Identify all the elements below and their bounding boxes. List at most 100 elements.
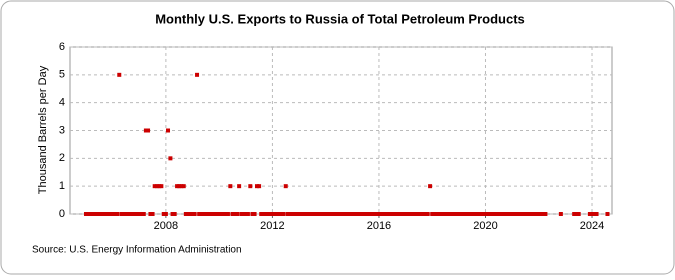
point	[436, 212, 441, 216]
point	[463, 212, 468, 216]
point	[101, 212, 106, 216]
point	[481, 212, 486, 216]
point	[215, 212, 220, 216]
point	[521, 212, 526, 216]
point	[83, 212, 88, 216]
point	[250, 212, 255, 216]
point	[434, 212, 439, 216]
point	[525, 212, 530, 216]
point	[574, 212, 579, 216]
point	[450, 212, 455, 216]
point	[155, 184, 160, 189]
y-tick-label: 4	[59, 97, 65, 109]
point	[197, 212, 202, 216]
point	[314, 212, 319, 216]
point	[159, 184, 164, 189]
point	[177, 184, 182, 189]
point	[168, 156, 173, 161]
point	[305, 212, 310, 216]
point	[532, 212, 537, 216]
point	[605, 212, 610, 216]
point	[592, 212, 597, 216]
point	[243, 212, 248, 216]
point	[401, 212, 406, 216]
point	[199, 212, 204, 216]
point	[514, 212, 519, 216]
point	[228, 184, 233, 189]
point	[90, 212, 95, 216]
point	[492, 212, 497, 216]
point	[470, 212, 475, 216]
point	[543, 212, 548, 216]
point	[494, 212, 499, 216]
point	[241, 212, 246, 216]
point	[538, 212, 543, 216]
point	[172, 212, 177, 216]
point	[365, 212, 370, 216]
point	[374, 212, 379, 216]
point	[503, 212, 508, 216]
point	[372, 212, 377, 216]
point	[472, 212, 477, 216]
point	[219, 212, 224, 216]
point	[270, 212, 275, 216]
point	[458, 212, 463, 216]
point	[88, 212, 93, 216]
point	[232, 212, 237, 216]
point	[117, 72, 122, 77]
point	[161, 212, 166, 216]
point	[148, 212, 153, 216]
point	[157, 184, 162, 189]
point	[175, 184, 180, 189]
point	[345, 212, 350, 216]
point	[195, 72, 200, 77]
point	[390, 212, 395, 216]
source: Source: U.S. Energy Information Administ…	[32, 245, 242, 256]
point	[112, 212, 117, 216]
point	[558, 212, 563, 216]
point	[150, 212, 155, 216]
point	[330, 212, 335, 216]
point	[308, 212, 313, 216]
point	[139, 212, 144, 216]
point	[121, 212, 126, 216]
y-tick-label: 0	[59, 208, 65, 220]
point	[325, 212, 330, 216]
point	[392, 212, 397, 216]
point	[430, 212, 435, 216]
point	[518, 212, 523, 216]
point	[277, 212, 282, 216]
point	[263, 212, 268, 216]
point	[106, 212, 111, 216]
point	[439, 212, 444, 216]
point	[170, 212, 175, 216]
point	[359, 212, 364, 216]
point	[99, 212, 104, 216]
point	[523, 212, 528, 216]
point	[445, 212, 450, 216]
point	[339, 212, 344, 216]
point	[332, 212, 337, 216]
point	[146, 128, 151, 133]
point	[334, 212, 339, 216]
point	[456, 212, 461, 216]
point	[237, 184, 242, 189]
y-tick-label: 1	[59, 180, 65, 192]
point	[443, 212, 448, 216]
point	[510, 212, 515, 216]
point	[254, 184, 259, 189]
point	[283, 184, 288, 189]
point	[394, 212, 399, 216]
point	[210, 212, 215, 216]
y-tick-label: 5	[59, 69, 65, 81]
point	[594, 212, 599, 216]
point	[454, 212, 459, 216]
point	[203, 212, 208, 216]
point	[183, 212, 188, 216]
point	[310, 212, 315, 216]
point	[312, 212, 317, 216]
point	[317, 212, 322, 216]
point	[208, 212, 213, 216]
y-tick-label: 2	[59, 152, 65, 164]
point	[223, 212, 228, 216]
